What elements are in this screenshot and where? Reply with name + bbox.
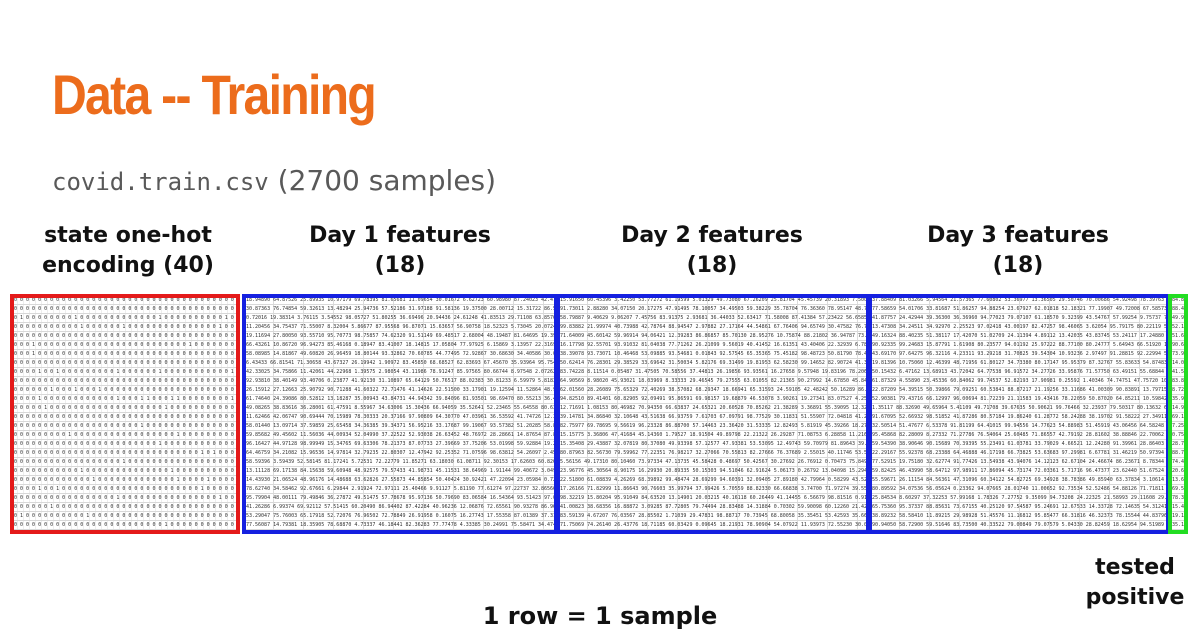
day1-label-line1: Day 1 features xyxy=(309,223,491,248)
positive-label-line2: positive xyxy=(1085,585,1185,610)
dataset-subtitle: covid.train.csv (2700 samples) xyxy=(52,164,496,197)
day3-features-label: Day 3 features (18) xyxy=(906,221,1130,281)
tested-positive-label: tested positive xyxy=(1080,553,1190,613)
positive-label-line1: tested xyxy=(1095,555,1175,580)
day2-features-label: Day 2 features (18) xyxy=(600,221,824,281)
tested-positive-column: 84.85168 26.61137 33.46879 14.37457 19.0… xyxy=(1170,296,1188,532)
day1-label-line2: (18) xyxy=(374,253,426,278)
slide-title: Data -- Training xyxy=(52,63,377,126)
day2-label-line2: (18) xyxy=(686,253,738,278)
state-encoding-label: state one-hot encoding (40) xyxy=(10,221,246,281)
state-onehot-columns: 0 0 0 0 0 0 0 0 0 0 0 0 0 0 0 0 0 0 0 0 … xyxy=(12,296,240,532)
day2-label-line1: Day 2 features xyxy=(621,223,803,248)
state-label-line1: state one-hot xyxy=(44,223,212,248)
day1-feature-columns: 18.94890 64.87526 25.89935 10.97179 69.7… xyxy=(244,296,558,532)
day3-label-line1: Day 3 features xyxy=(927,223,1109,248)
day1-features-label: Day 1 features (18) xyxy=(290,221,510,281)
row-equals-sample-caption: 1 row = 1 sample xyxy=(482,602,718,630)
day3-feature-columns: 37.88409 81.03266 5.94564 21.57365 77.60… xyxy=(870,296,1170,532)
state-label-line2: encoding (40) xyxy=(42,253,214,278)
day3-label-line2: (18) xyxy=(992,253,1044,278)
dataset-filename: covid.train.csv xyxy=(52,168,269,196)
sample-count: (2700 samples) xyxy=(277,164,497,197)
day2-feature-columns: 15.91650 60.45396 3.42250 53.77272 61.19… xyxy=(558,296,870,532)
